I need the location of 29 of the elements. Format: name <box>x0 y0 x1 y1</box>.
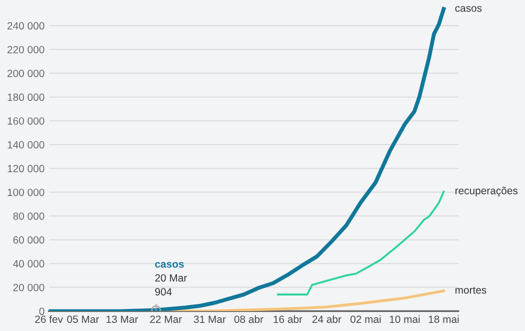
x-tick-label: 05 Mar <box>67 316 99 323</box>
x-tick-label: 16 abr <box>274 315 302 323</box>
y-tick-label: 220 000 <box>8 46 44 54</box>
y-tick-label: 240 000 <box>8 22 44 30</box>
y-tick-label: 60 000 <box>13 236 44 244</box>
x-tick-label: 10 mai <box>390 315 420 323</box>
x-tick-label: 24 abr <box>312 315 342 323</box>
x-tick-label: 26 fev <box>35 315 63 323</box>
series-label: casos <box>455 6 482 12</box>
y-tick-label: 80 000 <box>13 212 44 220</box>
x-tick-label: 31 Mar <box>194 316 226 323</box>
y-tick-label: 180 000 <box>8 94 44 101</box>
series-label: recuperações <box>456 186 518 196</box>
x-tick-label: 13 Mar <box>106 316 138 323</box>
y-tick-label: 200 000 <box>8 70 44 78</box>
y-tick-label: 20 000 <box>13 284 44 292</box>
y-tick-label: 160 000 <box>8 117 44 125</box>
x-tick-label: 22 Mar <box>150 316 182 323</box>
x-tick-label: 08 abr <box>234 315 264 323</box>
y-tick-label: 40 000 <box>13 260 44 268</box>
series-label: mortes <box>456 286 486 294</box>
x-tick-label: 18 mai <box>428 315 459 323</box>
y-tick-label: 0 <box>39 308 44 316</box>
y-tick-label: 120 000 <box>8 164 44 172</box>
y-tick-label: 140 000 <box>8 141 44 148</box>
y-tick-label: 100 000 <box>8 188 44 196</box>
line-series <box>276 190 445 296</box>
x-tick-label: 02 mai <box>350 315 381 323</box>
annotation: casos 20 Mar 904 <box>155 262 187 296</box>
